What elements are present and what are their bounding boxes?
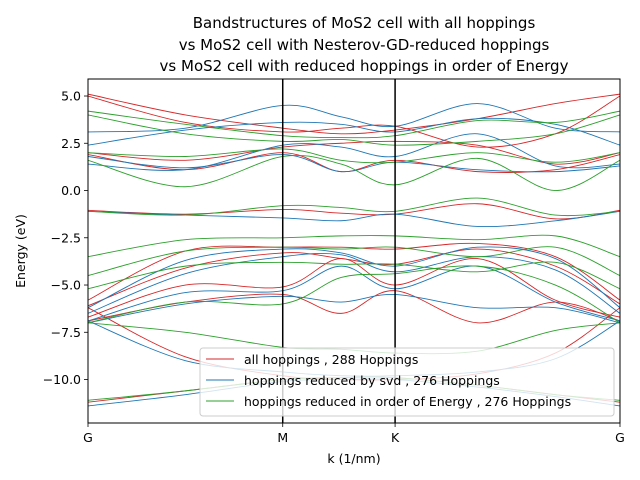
plot-frame: [87, 78, 621, 424]
y-tick-label: −5.0: [51, 278, 81, 293]
y-tick-label: 5.0: [61, 89, 81, 104]
y-tick-label: −2.5: [51, 230, 81, 245]
series-1-band-6: [88, 252, 620, 314]
y-tick-label: −7.5: [51, 325, 81, 340]
series-1-band-7: [88, 265, 620, 322]
series-2-band-5: [88, 234, 620, 258]
series-2-band-3: [88, 154, 620, 191]
y-axis-ticks: −10.0 −7.5 −5.0 −2.5 0.0 2.5 5.0: [43, 89, 88, 387]
y-tick-label: −10.0: [43, 372, 81, 387]
x-tick-label: G: [83, 430, 93, 445]
series-2-band-1: [88, 114, 620, 146]
legend-label-all-hoppings: all hoppings , 288 Hoppings: [244, 352, 418, 367]
legend-label-energy: hoppings reduced in order of Energy , 27…: [244, 394, 571, 409]
y-tick-label: 0.0: [61, 183, 81, 198]
series-1-band-2: [88, 133, 620, 171]
series-1-band-0: [88, 103, 620, 133]
series-2-band-2: [88, 148, 620, 164]
series-2-band-8: [88, 265, 620, 324]
y-tick-label: 2.5: [61, 136, 81, 151]
series-0-band-0: [88, 93, 620, 135]
x-axis-label: k (1/nm): [327, 451, 380, 466]
series-0-band-7: [88, 258, 620, 318]
series-1-band-3: [88, 154, 620, 173]
x-tick-label: G: [615, 430, 625, 445]
legend: all hoppings , 288 Hoppings hoppings red…: [199, 347, 615, 417]
y-axis-label: Energy (eV): [13, 214, 28, 288]
series-2-band-0: [88, 110, 620, 139]
series-2-band-6: [88, 246, 620, 277]
x-tick-label: K: [391, 430, 400, 445]
legend-box: [199, 347, 615, 417]
legend-label-svd: hoppings reduced by svd , 276 Hoppings: [244, 373, 500, 388]
title-line-2: vs MoS2 cell with Nesterov-GD-reduced ho…: [179, 36, 550, 54]
series-2-band-4: [88, 197, 620, 217]
series-2: [88, 110, 620, 401]
series-0-band-1: [88, 95, 620, 148]
series-1-band-8: [88, 294, 620, 324]
series-2-band-7: [88, 261, 620, 290]
series-0-band-4: [88, 203, 620, 220]
x-tick-label: M: [277, 430, 288, 445]
series-0-band-6: [88, 248, 620, 307]
chart-title: Bandstructures of MoS2 cell with all hop…: [160, 14, 569, 75]
series-1-band-5: [88, 246, 620, 309]
title-line-3: vs MoS2 cell with reduced hoppings in or…: [160, 57, 569, 75]
title-line-1: Bandstructures of MoS2 cell with all hop…: [193, 14, 536, 32]
